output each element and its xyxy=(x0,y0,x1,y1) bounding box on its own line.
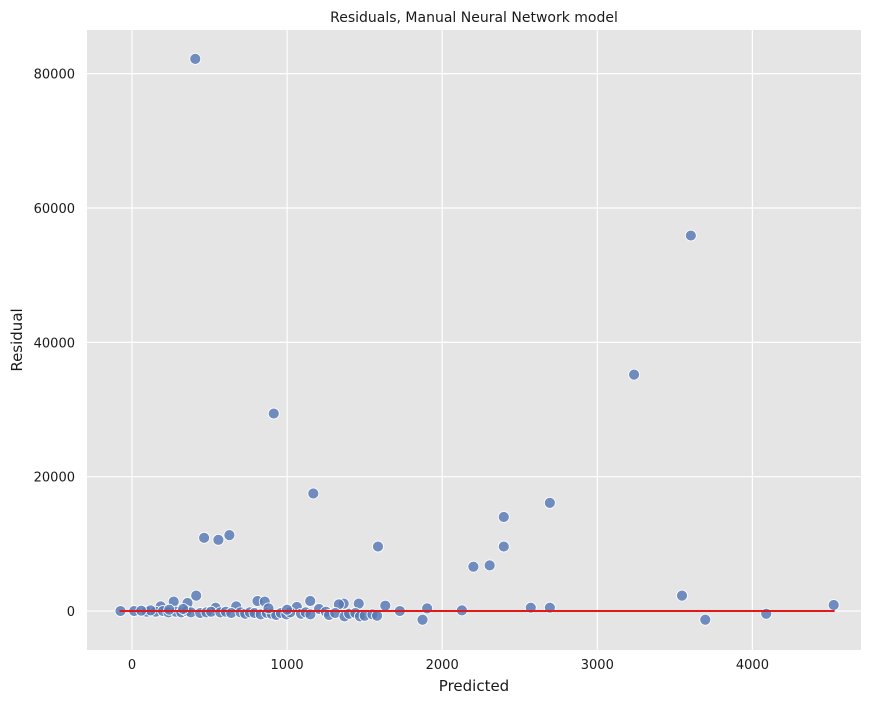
data-point xyxy=(223,529,236,542)
data-point xyxy=(190,589,203,602)
data-point xyxy=(699,613,712,626)
data-point xyxy=(198,531,211,544)
x-tick-label: 4000 xyxy=(736,658,769,673)
plot-area xyxy=(87,30,861,650)
x-tick-label: 0 xyxy=(128,658,136,673)
y-tick-label: 40000 xyxy=(34,336,75,351)
data-point xyxy=(267,407,280,420)
x-axis-label: Predicted xyxy=(439,677,509,695)
data-point xyxy=(827,599,840,611)
data-point xyxy=(307,487,320,500)
y-tick-labels: 0 20000 40000 60000 80000 xyxy=(34,68,75,620)
data-point xyxy=(416,613,429,626)
y-axis-label: Residual xyxy=(8,308,26,371)
chart-title: Residuals, Manual Neural Network model xyxy=(330,10,618,26)
data-point xyxy=(483,559,496,572)
data-point xyxy=(281,603,293,616)
data-point xyxy=(497,511,510,523)
data-point xyxy=(543,496,556,509)
y-tick-label: 20000 xyxy=(34,471,75,486)
data-point xyxy=(628,368,640,381)
data-point xyxy=(760,607,773,620)
data-point xyxy=(421,602,434,615)
data-point xyxy=(304,595,317,607)
data-point xyxy=(212,533,225,546)
data-points xyxy=(114,52,840,626)
data-point xyxy=(379,599,392,612)
x-tick-label: 2000 xyxy=(426,658,459,673)
x-tick-label: 1000 xyxy=(271,658,304,673)
data-point xyxy=(467,560,480,573)
data-point xyxy=(189,52,202,65)
data-point xyxy=(177,603,190,615)
data-point xyxy=(497,540,510,553)
data-point xyxy=(372,540,384,553)
data-point xyxy=(163,603,176,616)
y-tick-label: 80000 xyxy=(34,68,75,83)
y-tick-label: 60000 xyxy=(34,202,75,217)
x-tick-labels: 0 1000 2000 3000 4000 xyxy=(128,658,769,673)
data-point xyxy=(684,229,697,242)
y-tick-label: 0 xyxy=(67,605,75,620)
data-point xyxy=(262,602,275,615)
data-point xyxy=(676,589,688,602)
x-tick-label: 3000 xyxy=(581,658,614,673)
